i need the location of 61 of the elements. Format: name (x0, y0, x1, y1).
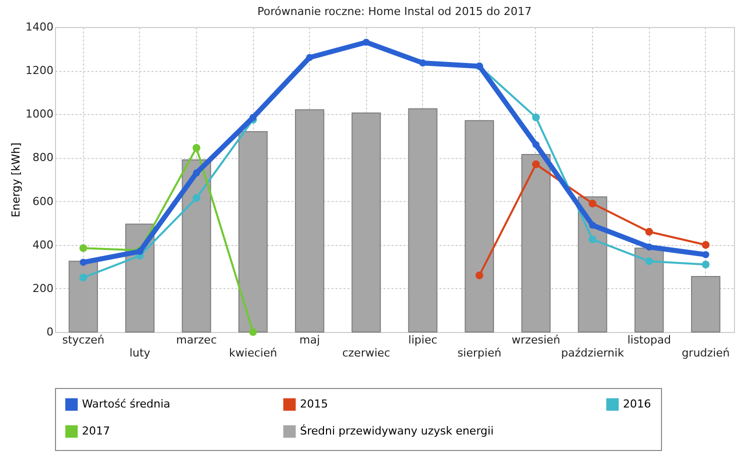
bar (634, 248, 664, 332)
bar (464, 120, 494, 332)
legend-label: 2017 (82, 424, 110, 438)
legend-label: 2015 (300, 398, 328, 411)
bar (182, 159, 212, 332)
legend-label: Średni przewidywany uzysk energii (300, 424, 494, 438)
point (79, 244, 88, 252)
point (249, 328, 257, 336)
point (532, 160, 540, 168)
x-tick-label: czerwiec (342, 346, 390, 360)
y-tick-label: 600 (32, 194, 54, 208)
x-tick-label: luty (129, 346, 151, 360)
x-tick-label: październik (561, 346, 625, 360)
bar (408, 108, 438, 332)
point (192, 194, 200, 202)
point (645, 257, 653, 266)
point (362, 38, 370, 46)
point (532, 141, 540, 148)
x-tick-label: lipiec (408, 334, 438, 346)
point (192, 144, 200, 152)
y-tick-label: 1000 (26, 108, 54, 121)
point (80, 258, 87, 266)
point (588, 200, 596, 208)
y-axis-title: Energy [kWh] (10, 142, 23, 218)
legend-label: Wartość średnia (82, 398, 170, 411)
x-tick-label: styczeń (62, 334, 104, 346)
point (79, 274, 88, 282)
point (476, 271, 484, 280)
bar (294, 109, 324, 332)
point (646, 244, 653, 251)
x-tick-label: sierpień (457, 346, 502, 360)
point (532, 114, 540, 122)
x-tick-label: marzec (176, 334, 217, 346)
point (419, 59, 426, 66)
point (588, 236, 596, 244)
x-tick-label: listopad (627, 334, 671, 346)
bar (521, 154, 551, 332)
point (250, 114, 257, 121)
point (702, 260, 710, 268)
x-tick-label: kwiecień (229, 346, 278, 360)
x-tick-label: maj (299, 334, 320, 346)
chart-title: Porównanie roczne: Home Instal od 2015 do 2017 (257, 5, 532, 18)
point (306, 54, 314, 62)
point (702, 251, 710, 258)
x-tick-label: grudzień (682, 346, 730, 360)
point (645, 228, 653, 236)
point (589, 222, 596, 229)
y-tick-label: 0 (46, 326, 54, 338)
point (192, 169, 200, 176)
legend-label: 2016 (623, 398, 651, 411)
bar (238, 131, 268, 332)
y-tick-label: 400 (32, 238, 54, 252)
y-tick-label: 200 (32, 282, 54, 295)
y-tick-label: 1200 (26, 64, 54, 78)
bar (352, 112, 381, 332)
y-tick-label: 800 (32, 151, 54, 164)
y-tick-label: 1400 (26, 20, 54, 34)
bar (68, 260, 98, 332)
x-tick-label: wrzesień (512, 334, 560, 346)
bar (691, 276, 720, 332)
point (702, 240, 710, 249)
